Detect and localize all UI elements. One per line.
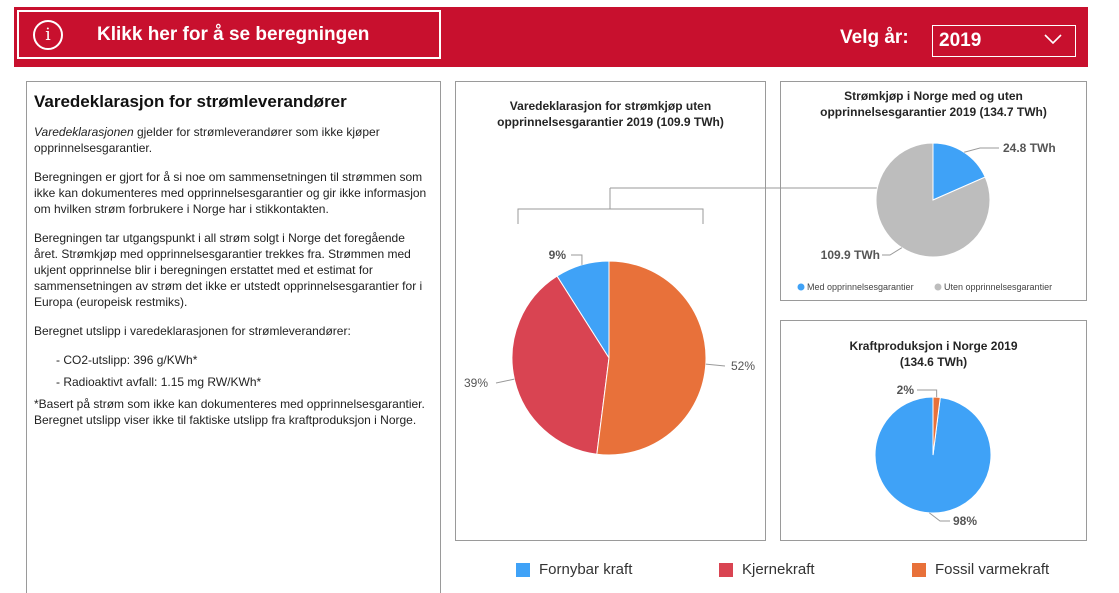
legend-item-fornybar: Fornybar kraft: [516, 561, 632, 578]
description-panel: Varedeklarasjon for strømleverandører Va…: [26, 81, 441, 593]
show-calculation-button[interactable]: i Klikk her for å se beregningen: [17, 10, 441, 59]
chart-title: Strømkjøp i Norge med og uten opprinnelse…: [781, 88, 1086, 120]
chart-title: Kraftproduksjon i Norge 2019 (134.6 TWh): [781, 338, 1086, 370]
chart-title-line-2: opprinnelsesgarantier 2019 (134.7 TWh): [820, 105, 1047, 119]
intro-text: gjelder for strømleverandører som ikke k…: [34, 125, 380, 155]
chart-panel-stromkjop: Strømkjøp i Norge med og uten opprinnelse…: [780, 81, 1087, 301]
year-dropdown-value: 2019: [939, 30, 982, 51]
co2-emission-item: - CO2-utslipp: 396 g/KWh*: [56, 353, 198, 367]
legend-label: Fossil varmekraft: [935, 561, 1050, 578]
description-intro: Varedeklarasjonen gjelder for strømlever…: [34, 124, 432, 156]
legend-swatch: [719, 562, 733, 577]
radioactive-waste-item: - Radioaktivt avfall: 1.15 mg RW/KWh*: [56, 375, 262, 389]
intro-italic-term: Varedeklarasjonen: [34, 125, 134, 139]
chart-title-line-2: (134.6 TWh): [899, 355, 968, 369]
description-paragraph-4: Beregnet utslipp i varedeklarasjonen for…: [34, 324, 351, 338]
legend-swatch: [912, 562, 926, 577]
chart-title-line-1: Kraftproduksjon i Norge 2019: [849, 339, 1018, 353]
chart-title: Varedeklarasjon for strømkjøp uten opprin…: [456, 98, 765, 130]
legend-label: Fornybar kraft: [539, 561, 633, 578]
chart-panel-kraftproduksjon: Kraftproduksjon i Norge 2019 (134.6 TWh): [780, 320, 1087, 541]
legend-label: Kjernekraft: [742, 561, 815, 578]
legend-item-fossil: Fossil varmekraft: [912, 561, 1049, 578]
chevron-down-icon: [1044, 34, 1062, 45]
chart-title-line-1: Strømkjøp i Norge med og uten: [844, 89, 1023, 103]
show-calculation-label: Klikk her for å se beregningen: [97, 23, 370, 45]
info-circle-icon: i: [33, 19, 63, 50]
description-paragraph-3: Beregningen tar utgangspunkt i all strøm…: [34, 231, 423, 309]
chart-title-line-1: Varedeklarasjon for strømkjøp uten: [509, 99, 712, 113]
chart-title-line-2: opprinnelsesgarantier 2019 (109.9 TWh): [497, 115, 724, 129]
year-dropdown[interactable]: 2019: [932, 25, 1076, 57]
legend-swatch: [516, 562, 530, 577]
description-footnote: *Basert på strøm som ikke kan dokumenter…: [34, 397, 425, 427]
description-title: Varedeklarasjon for strømleverandører: [34, 92, 347, 111]
legend-item-kjerne: Kjernekraft: [719, 561, 815, 578]
chart-panel-varedeklarasjon: Varedeklarasjon for strømkjøp uten opprin…: [455, 81, 766, 541]
year-select-label: Velg år:: [840, 27, 909, 48]
description-paragraph-2: Beregningen er gjort for å si noe om sam…: [34, 170, 427, 216]
